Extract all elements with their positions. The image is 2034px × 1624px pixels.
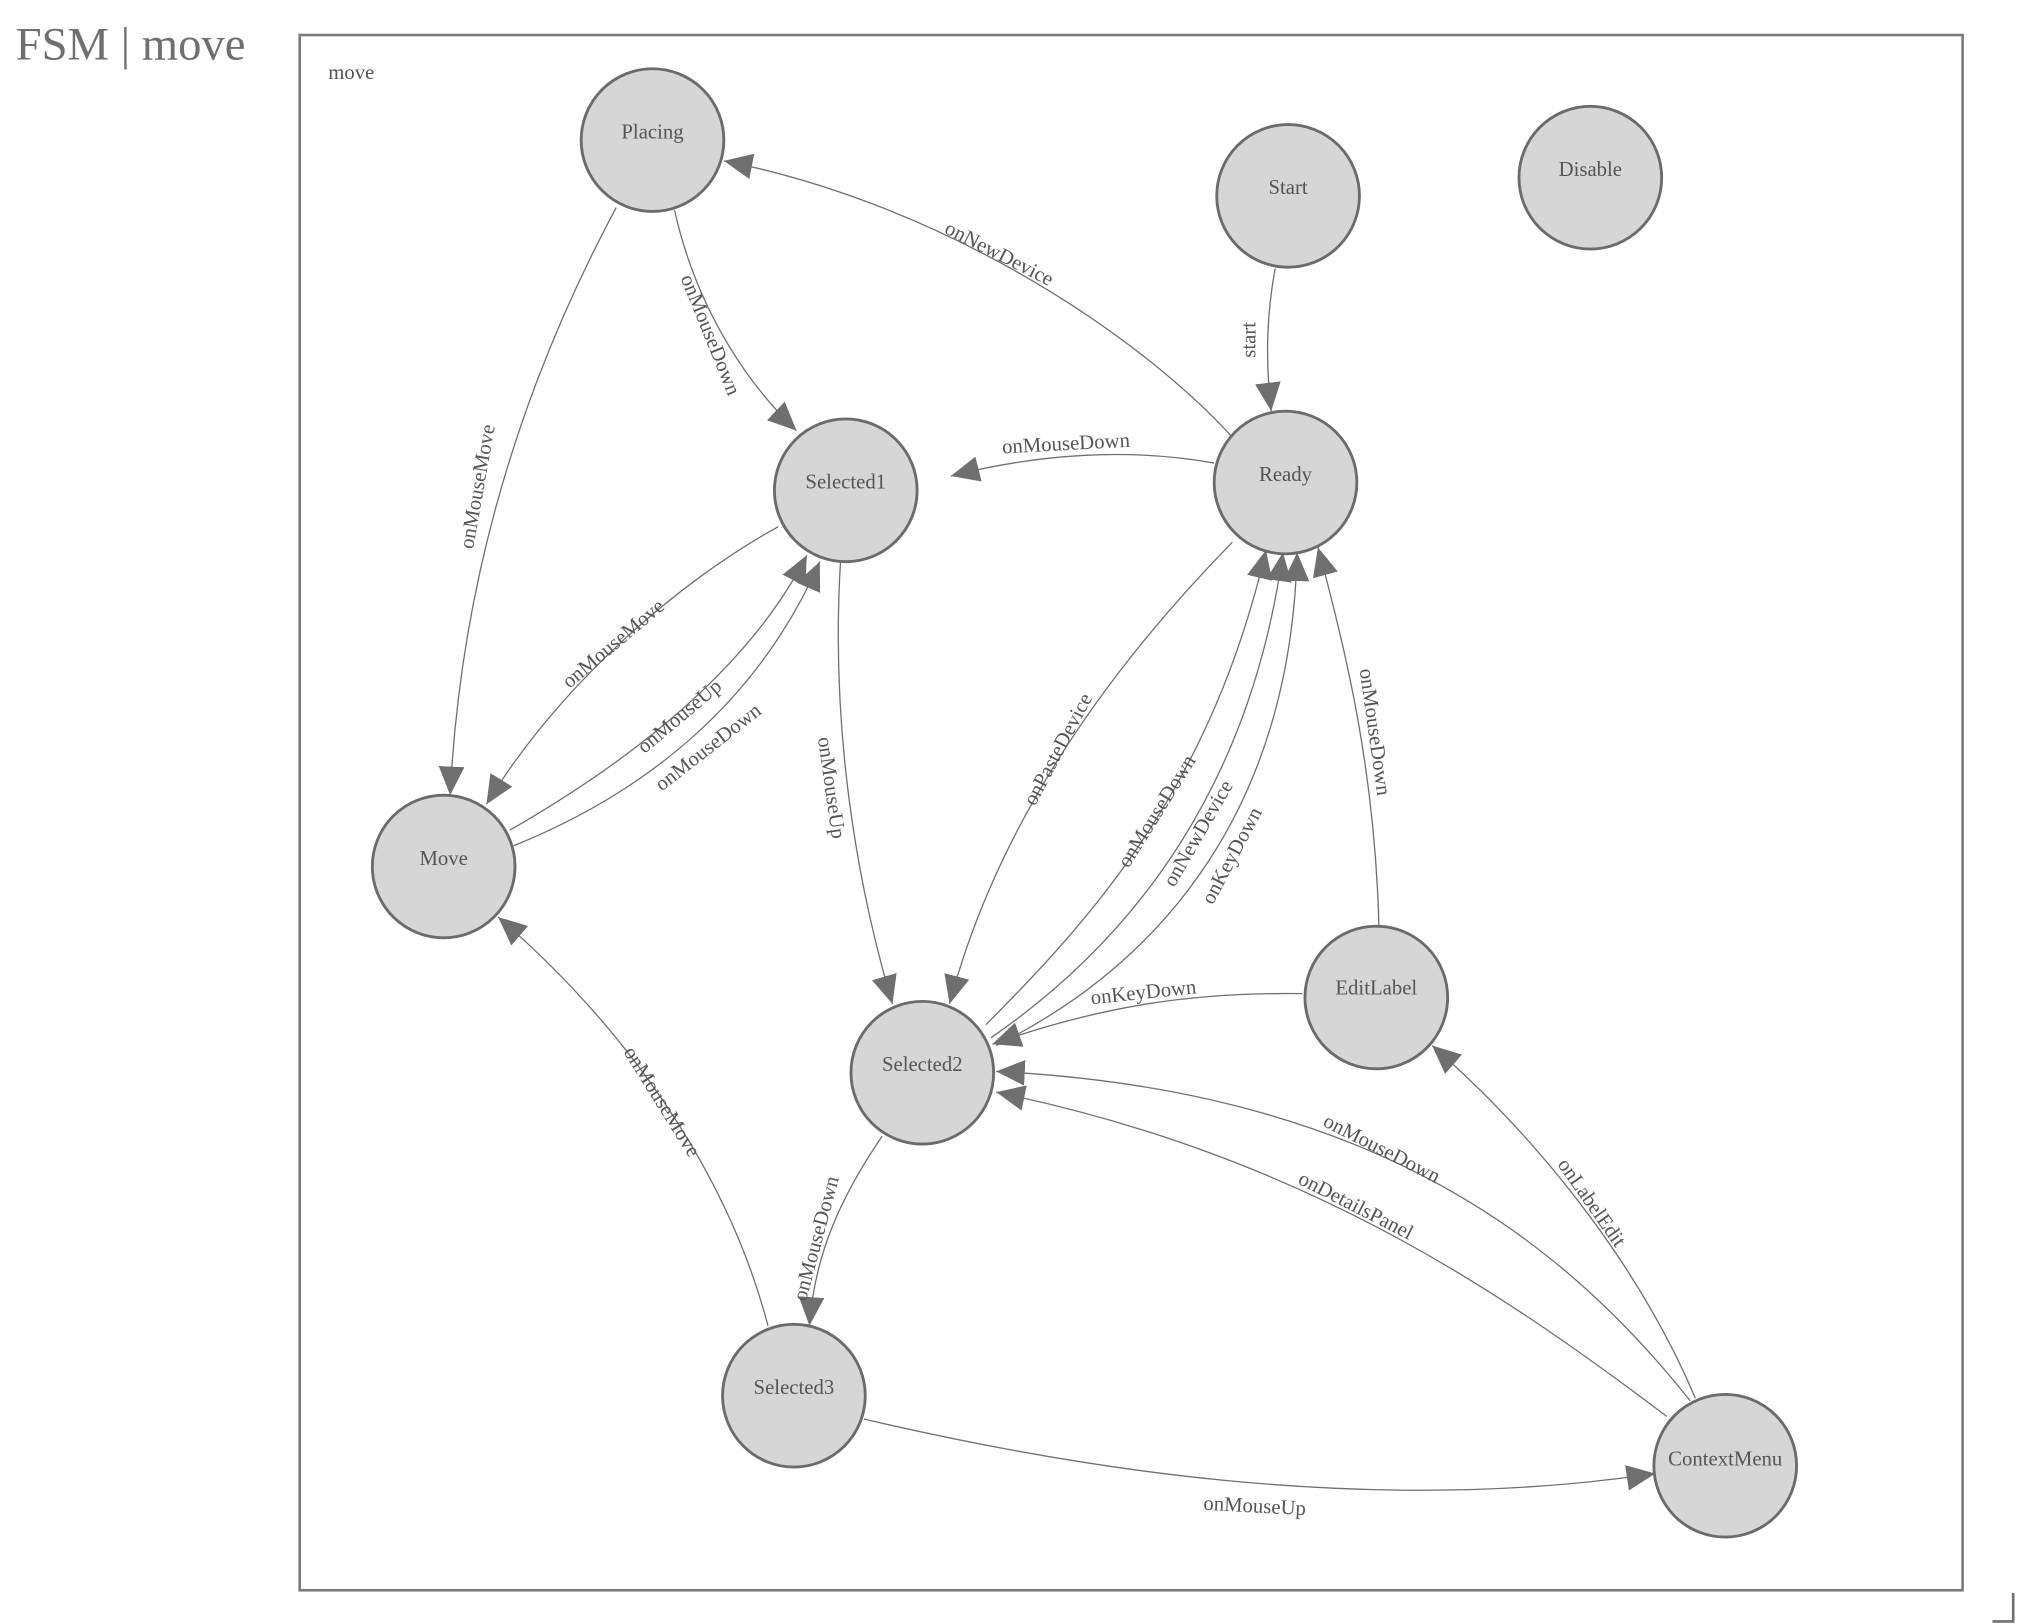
svg-text:onPasteDevice: onPasteDevice xyxy=(1020,690,1097,809)
node-start[interactable]: Start xyxy=(1215,123,1361,269)
svg-text:Placing: Placing xyxy=(621,121,683,143)
svg-text:onMouseDown: onMouseDown xyxy=(676,272,745,399)
node-selected2[interactable]: Selected2 xyxy=(849,999,996,1146)
node-selected1[interactable]: Selected1 xyxy=(773,417,919,564)
edge-ready-selected1: onMouseDown xyxy=(950,430,1215,482)
node-editlabel[interactable]: EditLabel xyxy=(1303,924,1450,1071)
svg-text:onMouseMove: onMouseMove xyxy=(619,1043,704,1161)
svg-text:onMouseDown: onMouseDown xyxy=(789,1173,844,1303)
edge-selected3-contextmenu: onMouseUp xyxy=(863,1418,1656,1520)
svg-text:Ready: Ready xyxy=(1259,464,1313,486)
node-placing[interactable]: Placing xyxy=(579,67,726,213)
edge-placing-selected1: onMouseDown xyxy=(673,209,797,432)
edge-ready-placing: onNewDevice xyxy=(723,153,1233,438)
edge-selected2-selected3: onMouseDown xyxy=(789,1135,883,1326)
edge-start-ready: start xyxy=(1239,268,1281,412)
edge-editlabel-ready: onMouseDown xyxy=(1313,547,1394,925)
edge-selected3-move: onMouseMove xyxy=(497,916,769,1326)
svg-text:onMouseUp: onMouseUp xyxy=(1203,1493,1307,1520)
resize-handle[interactable] xyxy=(1992,1592,2015,1623)
edge-contextmenu-selected2-detailspanel: onDetailsPanel xyxy=(996,1085,1668,1417)
svg-text:onMouseDown: onMouseDown xyxy=(1320,1110,1445,1188)
svg-text:onLabelEdit: onLabelEdit xyxy=(1553,1155,1630,1252)
svg-text:Selected3: Selected3 xyxy=(754,1377,835,1399)
svg-text:start: start xyxy=(1239,322,1261,358)
node-move[interactable]: Move xyxy=(370,793,517,940)
svg-text:EditLabel: EditLabel xyxy=(1335,977,1417,999)
node-disable[interactable]: Disable xyxy=(1517,104,1664,251)
node-ready[interactable]: Ready xyxy=(1212,409,1359,556)
node-contextmenu[interactable]: ContextMenu xyxy=(1652,1392,1798,1539)
edge-selected1-move: onMouseMove xyxy=(485,526,779,805)
edge-editlabel-selected2: onKeyDown xyxy=(992,976,1303,1047)
edge-contextmenu-selected2-mousedown: onMouseDown xyxy=(996,1060,1691,1402)
graph-frame xyxy=(298,33,1964,1592)
svg-text:onDetailsPanel: onDetailsPanel xyxy=(1295,1168,1417,1245)
edge-contextmenu-editlabel: onLabelEdit xyxy=(1431,1044,1696,1399)
svg-text:ContextMenu: ContextMenu xyxy=(1668,1448,1783,1470)
graph-label: move xyxy=(328,62,374,84)
page-title: FSM | move xyxy=(16,19,246,71)
svg-text:onMouseMove: onMouseMove xyxy=(558,595,668,693)
svg-text:Selected1: Selected1 xyxy=(805,472,886,494)
svg-text:onMouseMove: onMouseMove xyxy=(456,423,499,551)
svg-text:Start: Start xyxy=(1268,177,1307,199)
svg-text:Disable: Disable xyxy=(1559,159,1622,181)
edge-placing-move: onMouseMove xyxy=(438,207,617,796)
svg-text:Selected2: Selected2 xyxy=(882,1054,963,1076)
svg-text:onNewDevice: onNewDevice xyxy=(941,217,1057,290)
svg-text:Move: Move xyxy=(419,848,467,870)
node-selected3[interactable]: Selected3 xyxy=(721,1322,867,1469)
edge-move-selected1-mousedown: onMouseDown xyxy=(513,561,821,847)
edge-selected1-selected2: onMouseUp xyxy=(813,560,897,1005)
